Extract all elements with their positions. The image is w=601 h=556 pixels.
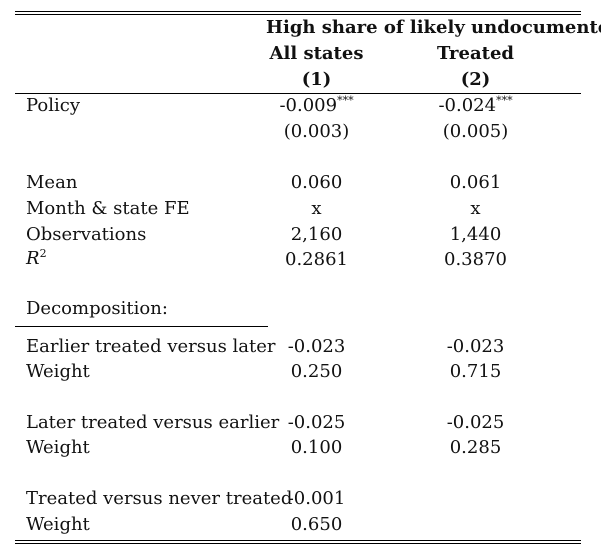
col2-number: (2) (460, 69, 491, 90)
weight-label-2: Weight (26, 437, 90, 458)
observations-col2: 1,440 (449, 224, 502, 245)
decomp-label-3: Treated versus never treated (26, 488, 293, 509)
weight-2-col1: 0.100 (290, 437, 343, 458)
decomposition-rule (15, 326, 268, 327)
decomp-3-col1: -0.001 (287, 488, 346, 509)
decomp-label-2: Later treated versus earlier (26, 412, 280, 433)
decomp-label-1: Earlier treated versus later (26, 336, 276, 357)
mean-col1: 0.060 (290, 172, 343, 193)
decomp-1-col1: -0.023 (287, 336, 346, 357)
observations-label: Observations (26, 224, 147, 245)
col1-title: All states (269, 43, 364, 64)
weight-1-col1: 0.250 (290, 361, 343, 382)
weight-2-col2: 0.285 (449, 437, 502, 458)
weight-1-col2: 0.715 (449, 361, 502, 382)
top-rule (15, 11, 581, 12)
policy-col1-value: -0.009 (279, 95, 338, 116)
fe-label: Month & state FE (26, 198, 190, 219)
r-squared-col2: 0.3870 (444, 249, 507, 270)
top-rule-double (15, 14, 581, 15)
policy-col1-stars: *** (337, 94, 354, 107)
group-title: High share of likely undocumented (266, 17, 601, 38)
decomp-2-col1: -0.025 (287, 412, 346, 433)
weight-3-col1: 0.650 (290, 514, 343, 535)
col1-number: (1) (301, 69, 332, 90)
bottom-rule (15, 540, 581, 541)
policy-col1-se: (0.003) (283, 121, 350, 142)
fe-col1: x (311, 198, 322, 219)
policy-label: Policy (26, 95, 80, 116)
policy-col1: -0.009*** (266, 95, 367, 117)
r-squared-sup: 2 (39, 247, 47, 260)
mean-label: Mean (26, 172, 78, 193)
r-squared-label: R2 (26, 248, 47, 270)
header-rule (15, 93, 581, 94)
policy-col2-se: (0.005) (442, 121, 509, 142)
r-squared-col1: 0.2861 (285, 249, 348, 270)
mean-col2: 0.061 (449, 172, 502, 193)
decomposition-title: Decomposition: (26, 298, 168, 319)
policy-col2: -0.024*** (425, 95, 526, 117)
bottom-rule-double (15, 543, 581, 544)
r-squared-base: R (26, 248, 40, 269)
observations-col1: 2,160 (290, 224, 343, 245)
fe-col2: x (470, 198, 481, 219)
decomp-2-col2: -0.025 (446, 412, 505, 433)
weight-label-1: Weight (26, 361, 90, 382)
policy-col2-stars: *** (496, 94, 513, 107)
policy-col2-value: -0.024 (438, 95, 497, 116)
col2-title: Treated (436, 43, 515, 64)
decomp-1-col2: -0.023 (446, 336, 505, 357)
weight-label-3: Weight (26, 514, 90, 535)
